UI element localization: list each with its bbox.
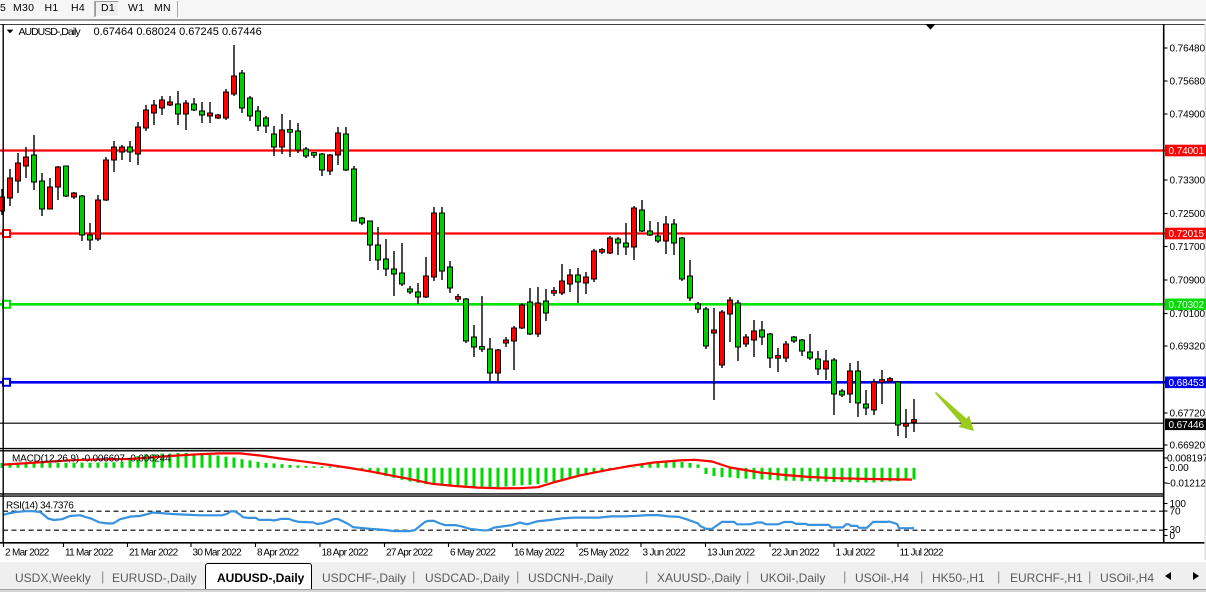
- svg-text:AUDUSD-,Daily: AUDUSD-,Daily: [19, 26, 82, 38]
- svg-text:0.72500: 0.72500: [1170, 209, 1206, 220]
- svg-text:70: 70: [1170, 507, 1181, 518]
- svg-text:30 Mar 2022: 30 Mar 2022: [193, 548, 243, 559]
- svg-text:11 Mar 2022: 11 Mar 2022: [65, 548, 114, 559]
- svg-text:2 Mar 2022: 2 Mar 2022: [5, 548, 50, 559]
- svg-text:0.74900: 0.74900: [1170, 110, 1206, 121]
- svg-text:0.74001: 0.74001: [1169, 146, 1205, 157]
- svg-text:0.00: 0.00: [1170, 463, 1190, 474]
- svg-text:0.71700: 0.71700: [1170, 242, 1206, 253]
- svg-text:11 Jul 2022: 11 Jul 2022: [900, 548, 944, 559]
- svg-text:25 May 2022: 25 May 2022: [579, 548, 630, 559]
- svg-text:0.67446: 0.67446: [1169, 420, 1205, 431]
- svg-text:0.70302: 0.70302: [1169, 300, 1205, 311]
- svg-text:1 Jul 2022: 1 Jul 2022: [836, 548, 876, 559]
- svg-text:0.66920: 0.66920: [1170, 441, 1206, 452]
- svg-text:100: 100: [1170, 499, 1187, 510]
- svg-text:0.70100: 0.70100: [1170, 309, 1206, 320]
- svg-text:0.69320: 0.69320: [1170, 342, 1206, 353]
- svg-text:MACD(12,26,9) -0.006607 -0.006: MACD(12,26,9) -0.006607 -0.006244: [12, 454, 171, 465]
- svg-text:0: 0: [1170, 531, 1176, 542]
- svg-text:13 Jun 2022: 13 Jun 2022: [707, 548, 755, 559]
- svg-text:27 Apr 2022: 27 Apr 2022: [386, 548, 433, 559]
- svg-text:16 May 2022: 16 May 2022: [514, 548, 565, 559]
- svg-text:0.72015: 0.72015: [1169, 229, 1205, 240]
- svg-text:0.67464 0.68024 0.67245 0.6744: 0.67464 0.68024 0.67245 0.67446: [94, 26, 262, 38]
- svg-text:0.008197: 0.008197: [1167, 454, 1206, 465]
- svg-text:0.73300: 0.73300: [1170, 176, 1206, 187]
- svg-text:30: 30: [1170, 525, 1181, 536]
- svg-text:0.70900: 0.70900: [1170, 276, 1206, 287]
- svg-text:-0.012123: -0.012123: [1167, 479, 1206, 490]
- svg-text:22 Jun 2022: 22 Jun 2022: [772, 548, 820, 559]
- svg-text:RSI(14) 34.7376: RSI(14) 34.7376: [6, 501, 74, 512]
- svg-text:18 Apr 2022: 18 Apr 2022: [322, 548, 369, 559]
- svg-text:6 May 2022: 6 May 2022: [450, 548, 496, 559]
- svg-text:21 Mar 2022: 21 Mar 2022: [129, 548, 179, 559]
- svg-text:0.76480: 0.76480: [1170, 44, 1206, 55]
- svg-text:3 Jun 2022: 3 Jun 2022: [643, 548, 687, 559]
- svg-text:0.75680: 0.75680: [1170, 77, 1206, 88]
- svg-text:0.67720: 0.67720: [1170, 409, 1206, 420]
- svg-text:0.68453: 0.68453: [1169, 378, 1205, 389]
- svg-text:8 Apr 2022: 8 Apr 2022: [257, 548, 300, 559]
